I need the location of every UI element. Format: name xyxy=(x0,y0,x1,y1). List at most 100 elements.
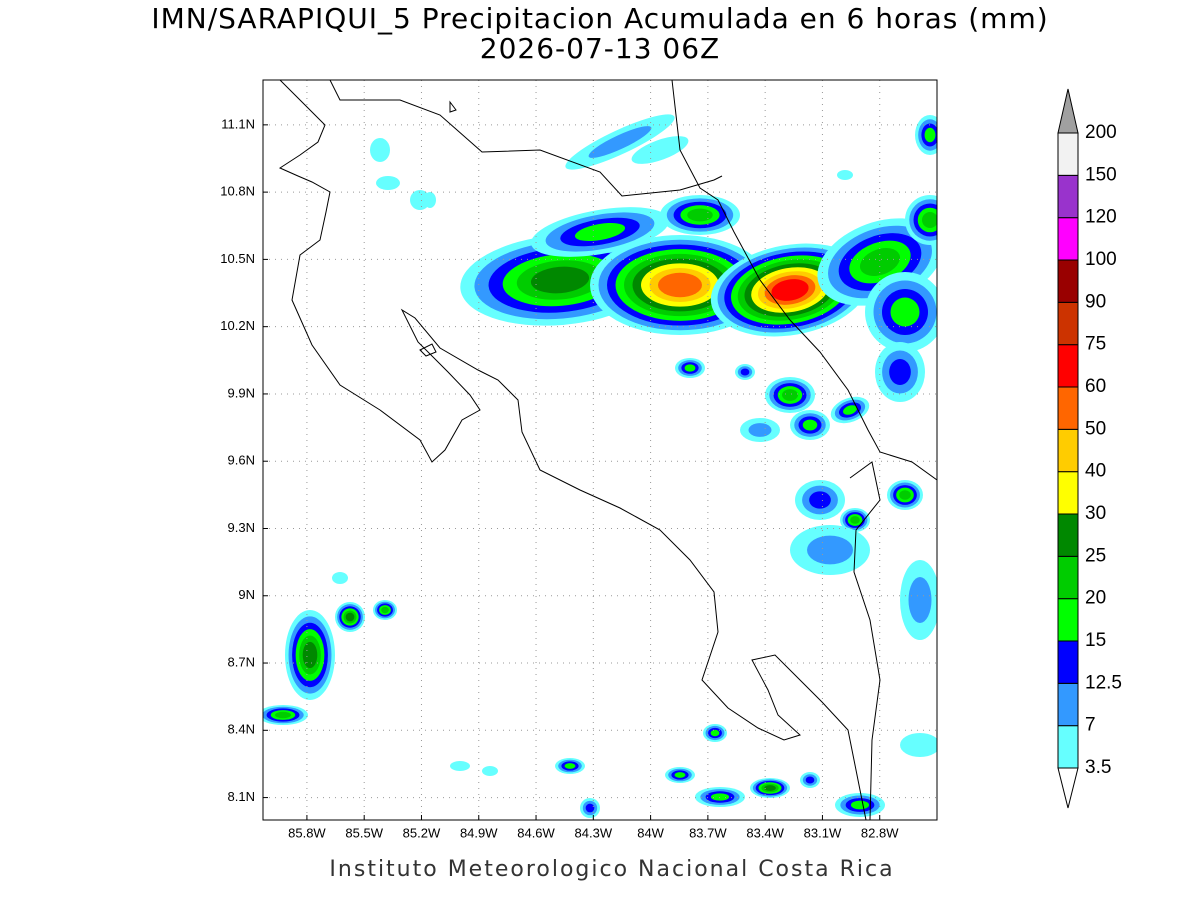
colorbar-box xyxy=(1057,174,1079,219)
precip-contour xyxy=(748,423,772,437)
colorbar-box xyxy=(1057,386,1079,430)
colorbar-label: 40 xyxy=(1085,461,1106,482)
colorbar-under xyxy=(1057,767,1079,809)
colorbar-label: 150 xyxy=(1085,164,1117,185)
precip-contour xyxy=(376,176,400,190)
precip-contour xyxy=(908,577,932,623)
x-tick-label: 83.1W xyxy=(804,825,842,840)
colorbar-label: 12.5 xyxy=(1085,672,1122,693)
x-tick-label: 84W xyxy=(637,825,664,840)
colorbar-box xyxy=(1057,640,1079,684)
colorbar-label: 7 xyxy=(1085,715,1096,736)
colorbar-box xyxy=(1057,301,1079,346)
colorbar-label: 90 xyxy=(1085,291,1106,312)
colorbar-label: 30 xyxy=(1085,503,1106,524)
colorbar-label: 120 xyxy=(1085,207,1117,228)
precip-contour xyxy=(922,212,937,228)
precip-contour xyxy=(805,776,815,784)
precip-contour xyxy=(564,763,576,769)
y-tick-label: 8.1N xyxy=(228,789,255,804)
colorbar-box xyxy=(1057,598,1079,642)
precip-contour xyxy=(530,266,590,294)
precip-contour xyxy=(302,641,318,669)
precip-contour xyxy=(410,190,430,210)
x-tick-label: 84.6W xyxy=(517,825,555,840)
precip-contour xyxy=(889,359,911,385)
colorbar-box xyxy=(1057,428,1079,473)
subtitle: 2026-07-13 06Z xyxy=(480,32,720,65)
precip-contour xyxy=(782,389,798,401)
colorbar-label: 3.5 xyxy=(1085,757,1111,778)
precip-contour xyxy=(807,535,853,565)
x-tick-label: 83.7W xyxy=(689,825,727,840)
precip-contour xyxy=(332,572,348,584)
y-tick-label: 8.4N xyxy=(228,722,255,737)
colorbar-box xyxy=(1057,132,1079,176)
precip-contour xyxy=(687,208,713,222)
precip-contour xyxy=(850,800,870,810)
y-tick-label: 8.7N xyxy=(228,654,255,669)
plot-frame xyxy=(262,79,938,821)
precipitation-field xyxy=(263,114,937,818)
colorbar-box xyxy=(1057,682,1079,727)
x-tick-label: 85.8W xyxy=(288,825,326,840)
grid: 85.8W 85.5W 85.2W 84.9W 84.6W 84.3W 84W 83.7W 83… xyxy=(220,80,937,840)
colorbar-box xyxy=(1057,259,1079,303)
precip-contour xyxy=(899,490,911,500)
lake-shore xyxy=(419,100,457,357)
precip-contour xyxy=(450,761,470,771)
precip-contour xyxy=(890,297,920,327)
precip-contour xyxy=(924,127,936,143)
coastline xyxy=(329,80,723,197)
y-tick-label: 11.1N xyxy=(221,116,255,131)
x-tick-label: 84.9W xyxy=(460,825,498,840)
colorbar-over xyxy=(1057,88,1079,134)
colorbar-label: 25 xyxy=(1085,545,1106,566)
precip-contour xyxy=(843,405,857,415)
precip-contour xyxy=(275,711,291,719)
y-tick-label: 10.8N xyxy=(220,184,255,199)
precip-contour xyxy=(631,136,689,164)
colorbar-label: 75 xyxy=(1085,334,1106,355)
precip-contour xyxy=(585,803,595,813)
precip-contour xyxy=(809,491,831,509)
colorbar-box xyxy=(1057,344,1079,388)
precip-contour xyxy=(771,279,809,301)
precip-contour xyxy=(381,606,389,614)
y-tick-label: 9N xyxy=(238,587,255,602)
colorbar-label: 15 xyxy=(1085,630,1106,651)
colorbar-label: 20 xyxy=(1085,588,1106,609)
precip-contour xyxy=(837,170,853,180)
precip-contour xyxy=(588,126,652,158)
precip-contour xyxy=(850,516,860,524)
precip-contour xyxy=(658,272,702,298)
x-tick-label: 85.2W xyxy=(403,825,441,840)
precip-contour xyxy=(424,192,436,208)
coastline xyxy=(671,80,937,481)
precip-contour xyxy=(802,419,818,431)
precip-contour xyxy=(710,729,720,737)
x-tick-label: 84.3W xyxy=(575,825,613,840)
precip-contour xyxy=(764,785,776,791)
coastline xyxy=(278,80,867,820)
colorbar-box xyxy=(1057,471,1079,515)
colorbar-label: 100 xyxy=(1085,249,1117,270)
precip-contour xyxy=(482,766,498,776)
precip-contour xyxy=(574,222,626,242)
y-tick-label: 9.3N xyxy=(228,520,255,535)
footer: Instituto Meteorologico Nacional Costa R… xyxy=(329,857,894,882)
colorbar-box xyxy=(1057,725,1079,769)
y-tick-label: 10.2N xyxy=(220,318,255,333)
precip-contour xyxy=(684,364,696,372)
colorbar-box xyxy=(1057,513,1079,557)
precip-contour xyxy=(674,772,686,778)
colorbar-label: 50 xyxy=(1085,418,1106,439)
coastlines xyxy=(278,80,937,820)
y-tick-label: 10.5N xyxy=(220,251,255,266)
colorbar: 3.5 7 12.5 15 20 25 30 40 50 60 75 90 100 120 150 200 xyxy=(1057,88,1122,809)
precip-contour xyxy=(710,793,730,801)
border xyxy=(849,461,881,820)
y-tick-label: 9.9N xyxy=(228,385,255,400)
